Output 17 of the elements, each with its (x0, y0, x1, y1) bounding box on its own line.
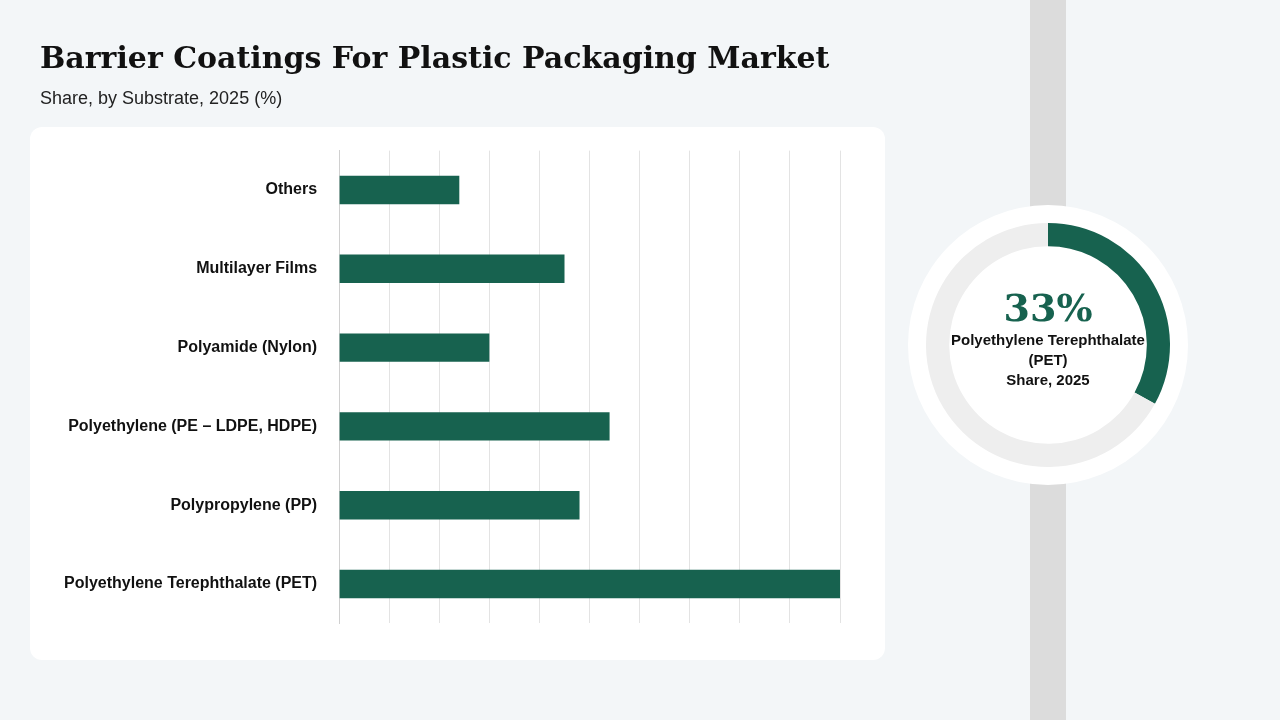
y-tick-label: Polyamide (Nylon) (177, 338, 318, 356)
data-label: 33% (1002, 285, 1094, 330)
y-tick-label: Multilayer Films (196, 259, 318, 277)
y-tick-label: Others (265, 180, 318, 198)
chart-title: Barrier Coatings For Plastic Packaging Market (40, 40, 830, 75)
text: Share, 2025 (1005, 370, 1091, 390)
bar (339, 569, 840, 599)
bar (339, 175, 460, 205)
bar (339, 491, 580, 520)
bar (339, 333, 490, 362)
slice-label: Polyethylene Terephthalate (PET) (950, 330, 1146, 370)
y-tick-label: Polyethylene Terephthalate (PET) (64, 574, 318, 592)
y-tick-label: Polypropylene (PP) (170, 495, 318, 513)
text: Share, by Substrate, 2025 (%) (40, 88, 283, 109)
y-tick-label: Polyethylene (PE – LDPE, HDPE) (68, 416, 318, 434)
bar (339, 254, 565, 283)
bar (339, 412, 610, 441)
